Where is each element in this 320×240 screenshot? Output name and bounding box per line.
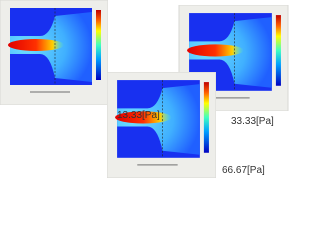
panel-label: 13.33[Pa]: [117, 110, 160, 121]
heatmap-panel: [0, 0, 108, 105]
heatmap-panel: [107, 72, 216, 178]
panel-label: 66.67[Pa]: [222, 165, 265, 176]
panel-label: 33.33[Pa]: [231, 116, 274, 127]
figure: 13.33[Pa] 33.33[Pa] 66.67[Pa]: [0, 0, 289, 178]
